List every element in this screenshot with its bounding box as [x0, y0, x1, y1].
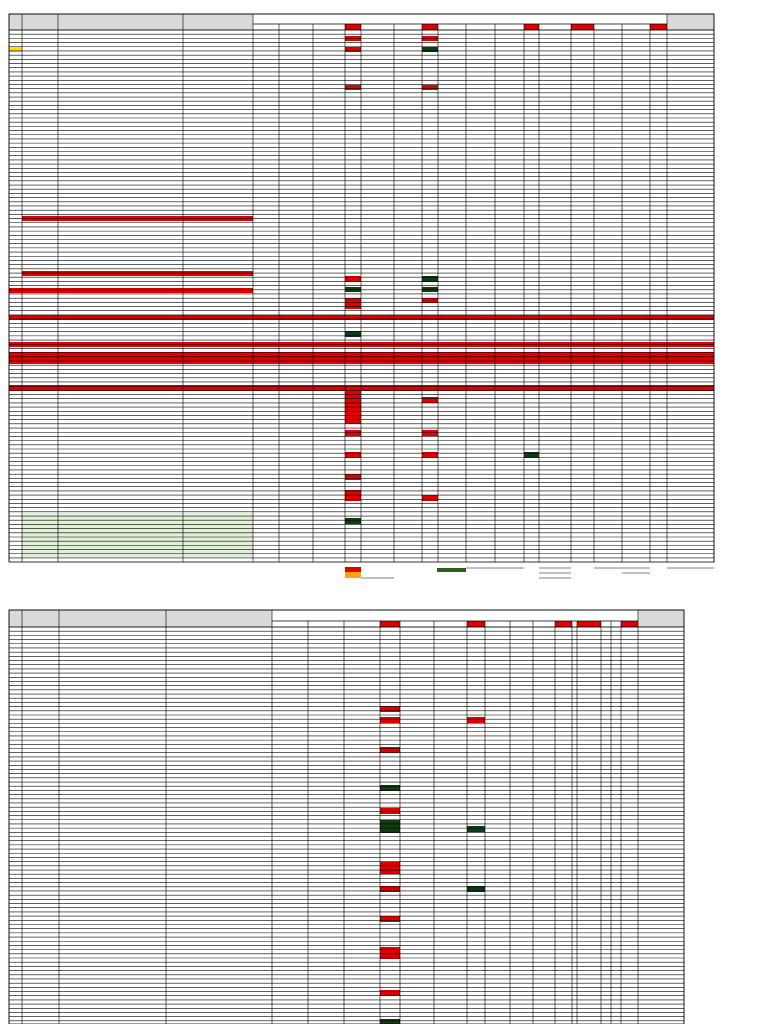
cell-fill — [422, 276, 438, 282]
cell-fill — [380, 1019, 400, 1024]
cell-fill — [345, 276, 361, 282]
cell-fill — [380, 820, 400, 833]
cell-fill — [345, 430, 361, 436]
cell-fill — [555, 621, 572, 627]
cell-fill — [467, 621, 485, 627]
cell-fill — [380, 947, 400, 959]
cell-fill — [422, 430, 438, 436]
legend-lines — [361, 567, 714, 579]
cell-fill — [380, 706, 400, 712]
table-border — [8, 609, 685, 1024]
cell-fill — [9, 47, 22, 52]
cell-fill — [467, 886, 485, 892]
cell-fill — [345, 518, 361, 524]
cell-fill — [524, 452, 539, 458]
cell-fill — [380, 990, 400, 996]
cell-fill — [345, 391, 361, 424]
header-cell — [9, 610, 272, 627]
cell-fill — [422, 24, 438, 30]
cell-fill — [345, 474, 361, 480]
header-cell — [638, 610, 684, 627]
cell-fill — [422, 47, 438, 52]
cell-fill — [422, 397, 438, 403]
cell-fill — [345, 298, 361, 309]
cell-fill — [380, 808, 400, 814]
cell-fill — [621, 621, 638, 627]
cell-fill — [422, 298, 438, 303]
cell-fill — [9, 288, 253, 293]
cell-fill — [422, 495, 438, 501]
table-border — [8, 13, 715, 563]
cell-fill — [380, 717, 400, 723]
cell-fill — [345, 85, 361, 90]
cell-fill — [467, 826, 485, 832]
cell-fill — [9, 385, 714, 391]
cell-fill — [9, 315, 714, 320]
cell-fill — [9, 352, 714, 364]
cell-fill — [380, 747, 400, 753]
cell-fill — [345, 24, 361, 30]
cell-fill — [345, 452, 361, 458]
cell-fill — [524, 24, 539, 30]
cell-fill — [467, 717, 485, 723]
cell-fill — [380, 916, 400, 922]
cell-fill — [345, 47, 361, 52]
cell-fill — [571, 24, 594, 30]
cell-fill — [380, 886, 400, 892]
header-cell — [667, 14, 714, 30]
header-cell — [9, 14, 253, 30]
legend-swatch — [345, 572, 361, 578]
cell-fill — [22, 271, 253, 276]
cell-fill — [380, 862, 400, 874]
cell-fill — [577, 621, 601, 627]
cell-fill — [422, 85, 438, 90]
cell-fill — [380, 621, 400, 627]
cell-fill — [422, 452, 438, 458]
cell-fill — [650, 24, 667, 30]
cell-fill — [22, 513, 253, 557]
legend-swatch — [437, 568, 466, 572]
legend-swatch — [345, 567, 361, 572]
cell-fill — [380, 785, 400, 791]
cell-fill — [345, 331, 361, 337]
cell-fill — [345, 490, 361, 501]
